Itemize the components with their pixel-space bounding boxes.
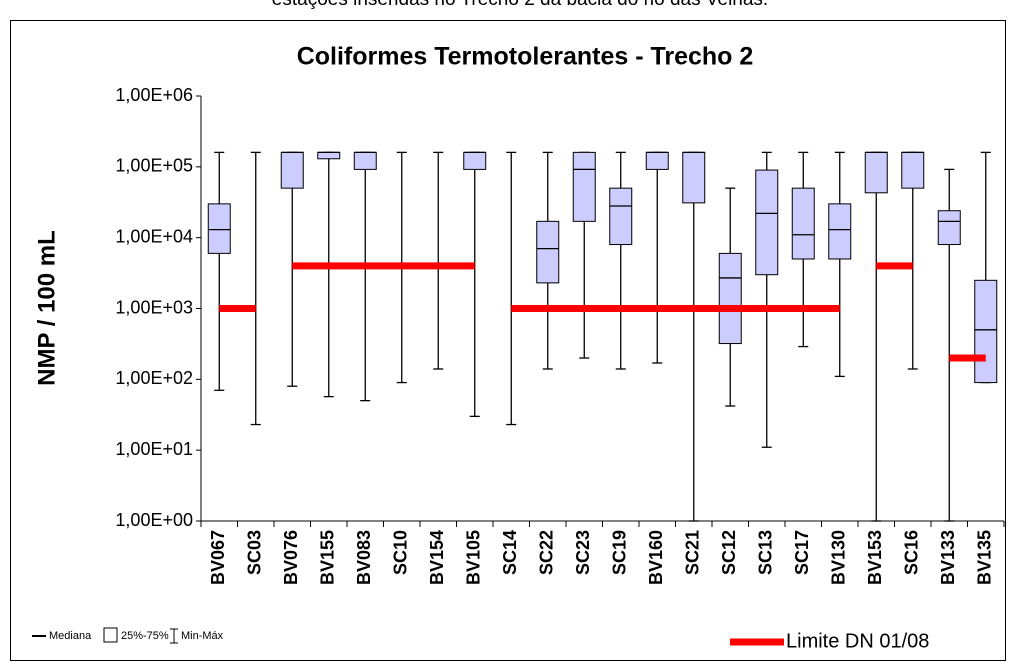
- x-tick-label: BV133: [938, 530, 958, 585]
- box: [828, 203, 852, 260]
- x-tick-label: BV105: [464, 530, 484, 585]
- y-tick-label: 1,00E+00: [115, 510, 193, 530]
- box: [609, 187, 633, 246]
- x-tick-label: BV076: [281, 530, 301, 585]
- x-tick-label: SC19: [610, 530, 630, 575]
- x-tick-label: BV067: [208, 530, 228, 585]
- y-tick-label: 1,00E+02: [115, 368, 193, 388]
- legend-box: [103, 627, 118, 643]
- x-tick-label: SC16: [902, 530, 922, 575]
- box: [536, 220, 560, 284]
- box: [791, 187, 815, 260]
- box: [645, 151, 669, 170]
- box: [463, 151, 487, 170]
- y-tick-label: 1,00E+05: [115, 156, 193, 176]
- y-tick-label: 1,00E+04: [115, 226, 193, 246]
- y-tick-label: 1,00E+06: [115, 85, 193, 105]
- box: [317, 151, 341, 160]
- box: [280, 151, 304, 189]
- y-tick-label: 1,00E+01: [115, 439, 193, 459]
- x-tick-label: BV083: [354, 530, 374, 585]
- x-tick-label: SC14: [500, 530, 520, 575]
- x-tick-label: SC21: [683, 530, 703, 575]
- x-tick-label: BV153: [865, 530, 885, 585]
- x-tick-label: BV130: [829, 530, 849, 585]
- box: [718, 252, 742, 345]
- legend-label: 25%-75%: [121, 630, 169, 642]
- chart-frame: [10, 20, 1006, 661]
- x-tick-label: SC22: [537, 530, 557, 575]
- x-tick-label: SC13: [756, 530, 776, 575]
- y-tick-label: 1,00E+03: [115, 297, 193, 317]
- box: [682, 151, 706, 204]
- box: [937, 210, 961, 246]
- chart-title: Coliformes Termotolerantes - Trecho 2: [297, 43, 754, 71]
- legend-label: Min-Máx: [181, 630, 224, 642]
- x-tick-label: BV155: [318, 530, 338, 585]
- caption: estações inseridas no Trecho 2 da bacia …: [272, 0, 768, 10]
- box: [572, 151, 596, 222]
- box: [207, 203, 231, 254]
- x-tick-label: SC23: [573, 530, 593, 575]
- box: [755, 169, 779, 276]
- legend-label: Limite DN 01/08: [786, 630, 929, 652]
- x-tick-label: SC12: [719, 530, 739, 575]
- x-tick-label: SC10: [391, 530, 411, 575]
- y-axis-label: NMP / 100 mL: [33, 230, 60, 386]
- x-tick-label: BV160: [646, 530, 666, 585]
- x-tick-label: SC03: [245, 530, 265, 575]
- x-tick-label: SC17: [792, 530, 812, 575]
- x-tick-label: BV135: [975, 530, 995, 585]
- legend-label: Mediana: [49, 630, 92, 642]
- box: [974, 279, 998, 384]
- box: [901, 151, 925, 189]
- x-tick-label: BV154: [427, 530, 447, 585]
- legend-whisker: [170, 628, 178, 644]
- box: [353, 151, 377, 170]
- box: [864, 151, 888, 194]
